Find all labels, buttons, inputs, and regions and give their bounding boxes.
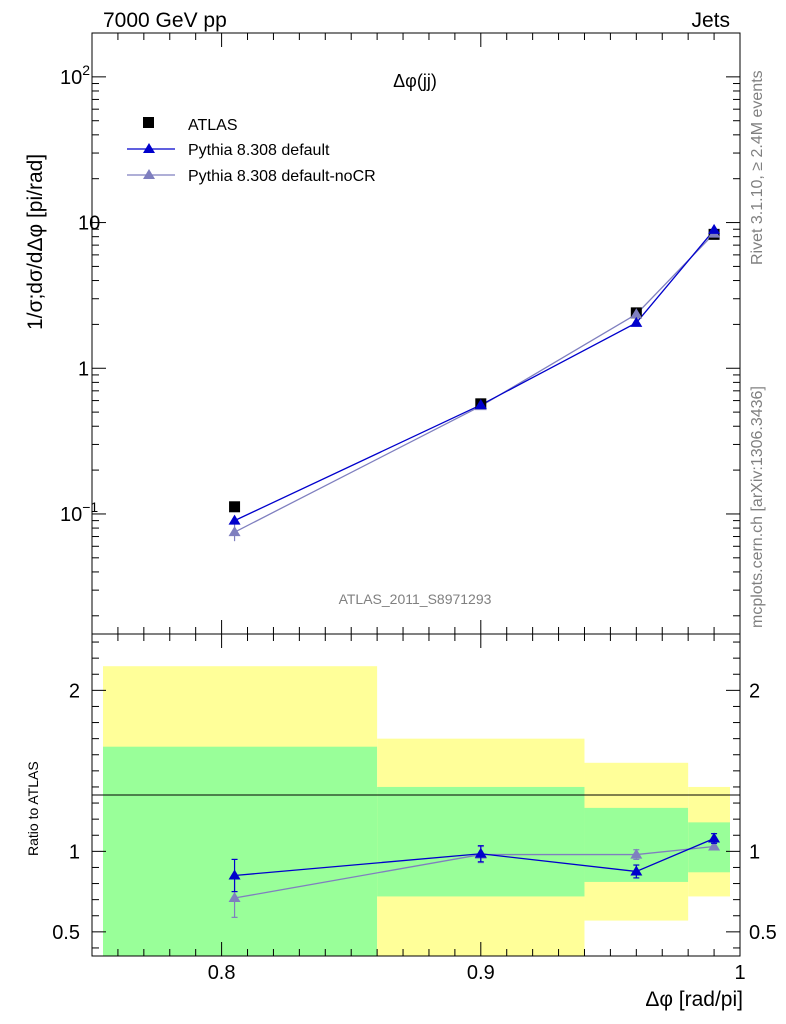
lower-y-tick-label-right: 0.5 xyxy=(749,922,777,944)
lower-y-tick-label-left: 1 xyxy=(69,841,80,863)
lower-panel: Ratio to ATLAS 0.8 0.9 10.5 0.51 12 2 Δφ [rad… xyxy=(25,633,777,1011)
upper-ticks-layer: 10−1 1 10 102 xyxy=(60,32,741,634)
lower-y-tick-label-right: 2 xyxy=(749,680,760,702)
legend: ATLAS Pythia 8.308 default Pythia 8.308 … xyxy=(127,117,376,185)
x-tick-label: 1 xyxy=(734,962,745,984)
header-right: Jets xyxy=(691,9,730,32)
legend-default-marker xyxy=(143,143,155,153)
nocr-data-point xyxy=(228,526,241,537)
x-axis-label: Δφ [rad/pi] xyxy=(645,988,743,1011)
default-data-point xyxy=(228,514,241,525)
watermark: ATLAS_2011_S8971293 xyxy=(339,591,492,607)
upper-y-tick-label: 10 xyxy=(78,213,100,235)
mcplots-label: mcplots.cern.ch [arXiv:1306.3436] xyxy=(749,386,766,628)
header-left: 7000 GeV pp xyxy=(103,9,227,32)
series-line-default xyxy=(234,229,715,522)
upper-y-tick-exponent: 2 xyxy=(82,62,90,78)
upper-y-tick-exponent: −1 xyxy=(82,499,98,515)
legend-nocr-marker xyxy=(143,169,155,179)
upper-y-tick-label: 1 xyxy=(78,358,89,380)
default-data-point xyxy=(474,398,487,409)
uncertainty-band-inner xyxy=(103,746,378,956)
lower-y-tick-label-right: 1 xyxy=(749,841,760,863)
upper-panel: 1/σ;dσ/dΔφ [pi/rad] Δφ(jj) ATLAS_2011_S8… xyxy=(24,32,741,635)
legend-nocr-label: Pythia 8.308 default-noCR xyxy=(188,168,376,185)
ratio-line-nocr xyxy=(234,845,715,899)
default-data-point xyxy=(630,316,643,327)
ratio-default-point xyxy=(228,869,241,880)
atlas-data-point xyxy=(229,501,241,513)
legend-atlas-label: ATLAS xyxy=(188,117,238,134)
ratio-nocr-point xyxy=(708,840,721,851)
lower-y-tick-label-left: 0.5 xyxy=(52,922,80,944)
ratio-nocr-point xyxy=(228,892,241,903)
lower-ticks-layer: 0.8 0.9 10.5 0.51 12 2 xyxy=(52,634,777,984)
lower-y-tick-label-left: 2 xyxy=(69,680,80,702)
ratio-default-point xyxy=(474,847,487,858)
ratio-default-point xyxy=(630,865,643,876)
ratio-nocr-point xyxy=(630,848,643,859)
rivet-label: Rivet 3.1.10, ≥ 2.4M events xyxy=(749,70,766,265)
nocr-data-point xyxy=(630,308,643,319)
x-tick-label: 0.8 xyxy=(208,962,236,984)
lower-frame xyxy=(91,633,741,957)
uncertainty-band-inner xyxy=(377,786,585,897)
legend-atlas-marker xyxy=(143,117,154,128)
ratio-default-point xyxy=(708,832,721,843)
upper-title: Δφ(jj) xyxy=(393,71,437,91)
lower-series-layer xyxy=(228,832,721,918)
ratio-line-default xyxy=(234,837,715,877)
upper-y-axis-label: 1/σ;dσ/dΔφ [pi/rad] xyxy=(24,154,47,330)
lower-bands-layer xyxy=(103,666,730,956)
legend-default-label: Pythia 8.308 default xyxy=(188,142,330,159)
default-data-point xyxy=(708,223,721,234)
lower-y-axis-label: Ratio to ATLAS xyxy=(25,761,41,856)
series-line-nocr xyxy=(234,233,715,533)
x-tick-label: 0.9 xyxy=(467,962,495,984)
upper-series-layer xyxy=(228,223,721,542)
upper-y-tick-label: 102 xyxy=(60,62,90,89)
upper-y-tick-label: 10−1 xyxy=(60,499,98,526)
